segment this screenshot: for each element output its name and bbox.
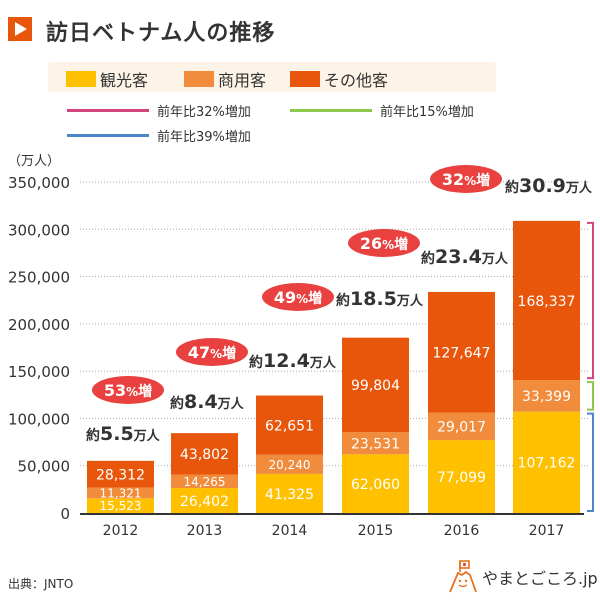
legend-label: 前年比32%増加	[157, 105, 251, 120]
mountain-mascot-icon	[449, 560, 477, 593]
legend-label: その他客	[324, 71, 389, 90]
data-label: 62,060	[351, 477, 400, 493]
bar-segment-business	[342, 432, 409, 455]
bar-segment-other	[513, 220, 580, 381]
bar-segment-tourist	[256, 473, 323, 513]
legend-swatch	[290, 71, 320, 87]
data-label: 62,651	[265, 418, 314, 434]
x-tick-label: 2015	[358, 523, 394, 539]
logo: やまとごころ.jp	[448, 560, 598, 594]
bracket-tourist	[587, 412, 594, 512]
bar-segment-tourist	[87, 498, 154, 513]
data-label: 20,240	[269, 458, 311, 472]
total-label: 約23.4万人	[421, 246, 509, 268]
bracket-other	[587, 221, 594, 380]
x-tick-label: 2014	[272, 523, 308, 539]
growth-badge	[262, 283, 334, 311]
data-label: 99,804	[351, 378, 400, 394]
data-label: 41,325	[265, 487, 314, 503]
bar-segment-business	[513, 380, 580, 412]
line-legend-39: 前年比39%増加	[67, 126, 251, 145]
growth-badge-label: 47%増	[188, 343, 236, 362]
line-legend-32: 前年比32%増加	[67, 101, 251, 120]
chart-title: 訪日ベトナム人の推移	[46, 21, 276, 46]
data-label: 127,647	[433, 346, 491, 362]
bar-segment-business	[428, 412, 495, 441]
total-label: 約5.5万人	[86, 423, 161, 445]
legend-swatch	[184, 71, 214, 87]
data-label: 43,802	[180, 447, 229, 463]
growth-badge-label: 53%増	[104, 381, 152, 400]
y-axis-unit: （万人）	[8, 154, 61, 169]
y-tick-label: 50,000	[18, 458, 71, 476]
bar-segment-tourist	[171, 488, 238, 513]
legend-swatch	[66, 71, 96, 87]
bracket-business	[587, 381, 594, 411]
growth-badge-label: 26%増	[360, 234, 408, 253]
y-tick-label: 250,000	[8, 269, 70, 287]
x-tick-label: 2012	[103, 523, 139, 539]
legend-line	[290, 109, 372, 112]
y-tick-label: 0	[60, 505, 70, 523]
legend-label: 観光客	[100, 71, 149, 90]
growth-badge	[348, 229, 420, 257]
logo-text: やまとごころ.jp	[482, 569, 598, 588]
data-label: 107,162	[518, 456, 576, 472]
source-note: 出典：JNTO	[8, 577, 74, 591]
legend-line	[67, 109, 149, 112]
legend-line	[67, 134, 149, 137]
bar-segment-other	[171, 433, 238, 475]
growth-badge	[176, 338, 248, 366]
bar-segment-other	[87, 460, 154, 488]
y-tick-label: 150,000	[8, 363, 70, 381]
data-label: 77,099	[437, 470, 486, 486]
total-label: 約12.4万人	[249, 350, 337, 372]
y-tick-label: 350,000	[8, 174, 70, 192]
title-marker-icon	[8, 17, 32, 41]
x-tick-label: 2016	[444, 523, 480, 539]
y-tick-label: 200,000	[8, 316, 70, 334]
bar-segment-other	[428, 291, 495, 413]
data-label: 11,321	[100, 487, 142, 501]
data-label: 26,402	[180, 494, 229, 510]
legend-box	[48, 62, 496, 92]
line-legend-15: 前年比15%増加	[290, 101, 474, 120]
legend-item-tourist: 観光客	[66, 67, 148, 91]
growth-badge	[430, 165, 502, 193]
legend-label: 商用客	[218, 71, 267, 90]
legend-label: 前年比15%増加	[380, 105, 474, 120]
y-tick-label: 300,000	[8, 221, 70, 239]
bar-segment-other	[256, 395, 323, 455]
y-tick-label: 100,000	[8, 410, 70, 428]
bar-segment-other	[342, 337, 409, 433]
bar-segment-business	[256, 454, 323, 474]
bar-segment-tourist	[342, 454, 409, 513]
data-label: 29,017	[437, 420, 486, 436]
legend-item-business: 商用客	[184, 67, 266, 91]
growth-badge-label: 32%増	[442, 170, 490, 189]
data-label: 33,399	[522, 389, 571, 405]
data-label: 28,312	[96, 468, 145, 484]
total-label: 約8.4万人	[170, 391, 245, 413]
total-label: 約18.5万人	[336, 288, 424, 310]
data-label: 168,337	[518, 294, 576, 310]
data-label: 15,523	[100, 499, 142, 513]
x-tick-label: 2013	[187, 523, 223, 539]
bar-segment-business	[87, 487, 154, 499]
bar-segment-tourist	[428, 440, 495, 513]
legend-label: 前年比39%増加	[157, 130, 251, 145]
x-tick-label: 2017	[529, 523, 565, 539]
data-label: 14,265	[184, 475, 226, 489]
growth-badge-label: 49%増	[274, 288, 322, 307]
bar-segment-business	[171, 474, 238, 489]
data-label: 23,531	[351, 437, 400, 453]
growth-badge	[92, 376, 164, 404]
bar-segment-tourist	[513, 411, 580, 513]
legend-item-other: その他客	[290, 67, 388, 91]
total-label: 約30.9万人	[505, 175, 593, 197]
